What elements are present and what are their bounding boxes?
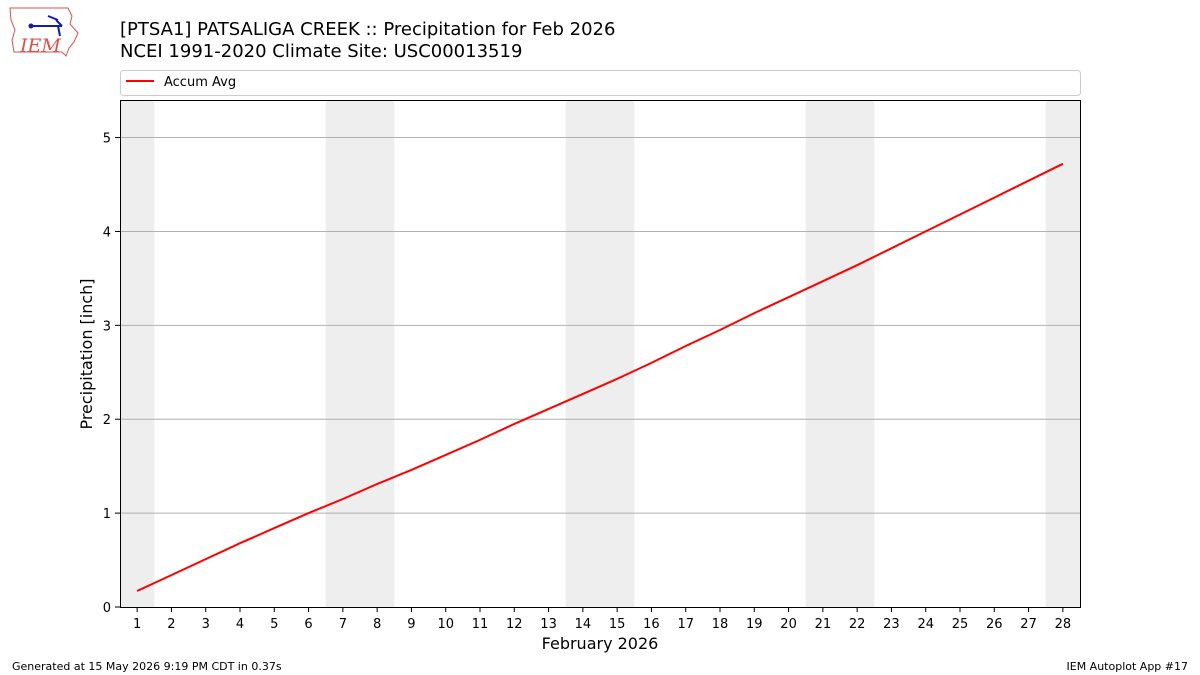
legend-box [120, 70, 1081, 96]
iem-logo: IEM [9, 7, 79, 57]
y-tick-label: 3 [103, 319, 111, 334]
x-tick-label: 9 [407, 617, 415, 632]
weekend-band [1045, 100, 1080, 607]
footer-generated: Generated at 15 May 2026 9:19 PM CDT in … [12, 660, 282, 673]
x-tick-label: 20 [780, 617, 797, 632]
y-axis: 0 1 2 3 4 5 [103, 132, 120, 616]
series-layer [136, 162, 1064, 592]
x-axis-label: February 2026 [542, 634, 659, 653]
weekend-band [565, 100, 635, 607]
x-tick-label: 27 [1020, 617, 1037, 632]
legend-label: Accum Avg [164, 75, 236, 90]
x-tick-label: 7 [339, 617, 347, 632]
x-tick-label: 1 [133, 617, 141, 632]
footer-app: IEM Autoplot App #17 [1066, 660, 1189, 673]
x-tick-label: 17 [677, 617, 694, 632]
y-tick-label: 0 [103, 601, 111, 616]
logo-text: IEM [19, 35, 61, 57]
series-line [136, 162, 1064, 592]
y-tick-label: 4 [103, 225, 111, 240]
plot-frame [120, 100, 1081, 608]
x-tick-label: 13 [540, 617, 557, 632]
weather-symbol-icon [30, 15, 63, 37]
x-tick-label: 4 [236, 617, 244, 632]
x-tick-label: 23 [883, 617, 900, 632]
chart-subtitle: NCEI 1991-2020 Climate Site: USC00013519 [120, 41, 522, 62]
x-tick-label: 15 [609, 617, 626, 632]
x-axis: 1 2 3 4 5 6 7 8 9 10 11 12 13 14 15 16 17 18 19 20 21 22 23 24 2… [133, 607, 1071, 632]
x-tick-label: 21 [815, 617, 832, 632]
x-tick-label: 16 [643, 617, 660, 632]
x-tick-label: 5 [270, 617, 278, 632]
x-tick-label: 26 [986, 617, 1003, 632]
x-tick-label: 10 [437, 617, 454, 632]
x-tick-label: 2 [167, 617, 175, 632]
chart-title: [PTSA1] PATSALIGA CREEK :: Precipitation… [120, 19, 615, 40]
weekend-band [120, 100, 155, 607]
weekend-band [325, 100, 395, 607]
weekend-bands [120, 100, 1080, 607]
gridlines [120, 137, 1080, 514]
weekend-band [805, 100, 875, 607]
y-tick-label: 1 [103, 507, 111, 522]
x-tick-label: 11 [472, 617, 489, 632]
x-tick-label: 6 [304, 617, 312, 632]
x-tick-label: 22 [849, 617, 866, 632]
x-tick-label: 24 [917, 617, 934, 632]
x-tick-label: 19 [746, 617, 763, 632]
x-tick-label: 12 [506, 617, 523, 632]
x-tick-label: 25 [952, 617, 969, 632]
x-tick-label: 8 [373, 617, 381, 632]
x-tick-label: 28 [1055, 617, 1072, 632]
y-tick-label: 5 [103, 132, 111, 147]
x-tick-label: 3 [202, 617, 210, 632]
legend: Accum Avg [120, 70, 1081, 96]
y-axis-label: Precipitation [inch] [77, 278, 96, 429]
x-tick-label: 14 [575, 617, 592, 632]
y-tick-label: 2 [103, 413, 111, 428]
x-tick-label: 18 [712, 617, 729, 632]
logo-dot [28, 23, 34, 29]
iowa-outline-icon [9, 7, 79, 57]
